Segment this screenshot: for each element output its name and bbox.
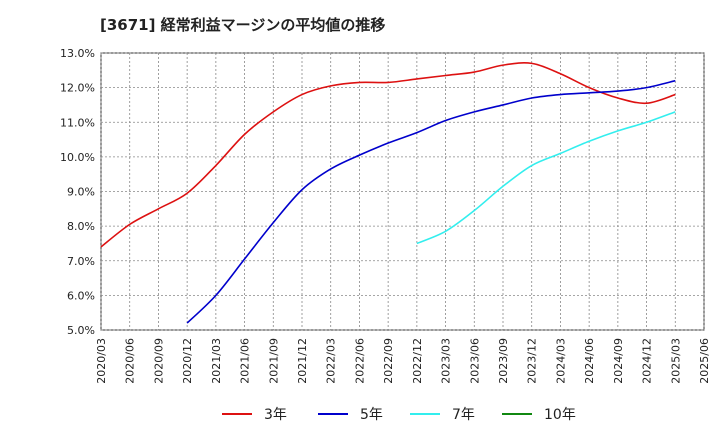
x-tick-label: 2021/03: [210, 338, 223, 384]
x-tick-label: 2023/12: [526, 338, 539, 384]
grid-lines: [100, 52, 705, 331]
x-tick-label: 2021/06: [239, 338, 252, 384]
legend-label: 7年: [452, 407, 475, 423]
x-tick-label: 2022/12: [411, 338, 424, 384]
legend: 3年 5年 7年 10年: [222, 407, 576, 423]
x-tick-label: 2022/09: [382, 338, 395, 384]
x-tick-label: 2022/03: [325, 338, 338, 384]
series-lines: [100, 62, 676, 324]
y-tick-label: 12.0%: [60, 82, 95, 95]
x-tick-label: 2022/06: [353, 338, 366, 384]
y-tick-label: 10.0%: [60, 151, 95, 164]
series-line-3年: [100, 62, 676, 248]
x-tick-label: 2024/03: [554, 338, 567, 384]
y-tick-label: 11.0%: [60, 116, 95, 129]
y-tick-label: 6.0%: [67, 289, 95, 302]
x-tick-label: 2023/03: [440, 338, 453, 384]
x-tick-label: 2024/06: [583, 338, 596, 384]
legend-label: 10年: [544, 407, 576, 423]
x-tick-label: 2021/09: [267, 338, 280, 384]
y-tick-label: 5.0%: [67, 324, 95, 337]
y-tick-label: 8.0%: [67, 220, 95, 233]
x-tick-label: 2024/09: [612, 338, 625, 384]
x-axis-ticks: 2020/03 2020/06 2020/09 2020/12 2021/03 2021/…: [95, 338, 711, 384]
x-tick-label: 2025/06: [698, 338, 711, 384]
x-tick-label: 2020/12: [181, 338, 194, 384]
y-tick-label: 7.0%: [67, 255, 95, 268]
legend-label: 5年: [360, 407, 383, 423]
x-tick-label: 2025/03: [669, 338, 682, 384]
x-tick-label: 2020/03: [95, 338, 108, 384]
legend-label: 3年: [264, 407, 287, 423]
x-tick-label: 2020/06: [124, 338, 137, 384]
x-tick-label: 2023/06: [468, 338, 481, 384]
x-tick-label: 2023/09: [497, 338, 510, 384]
y-tick-label: 9.0%: [67, 186, 95, 199]
x-tick-label: 2020/09: [152, 338, 165, 384]
chart-title: [3671] 経常利益マージンの平均値の推移: [100, 16, 386, 34]
series-line-5年: [186, 79, 676, 324]
x-tick-label: 2021/12: [296, 338, 309, 384]
y-axis-ticks: 5.0% 6.0% 7.0% 8.0% 9.0% 10.0% 11.0% 12.0% 13.0%: [60, 47, 95, 337]
y-tick-label: 13.0%: [60, 47, 95, 60]
x-tick-label: 2024/12: [641, 338, 654, 384]
series-line-7年: [416, 111, 676, 245]
